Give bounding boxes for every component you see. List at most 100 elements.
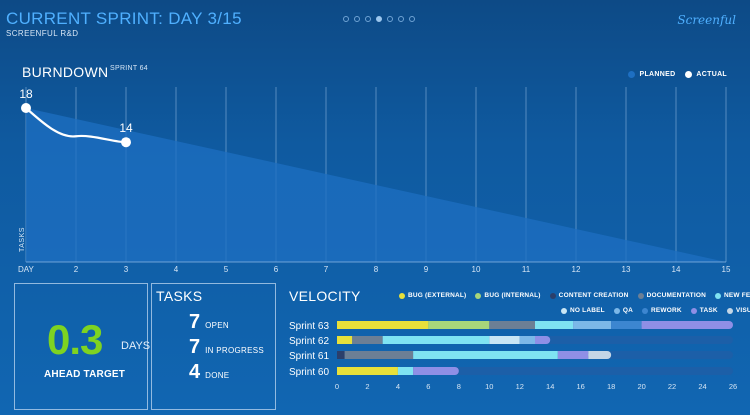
velocity-legend-item[interactable]: REWORK bbox=[641, 307, 682, 314]
velocity-legend-item[interactable]: CONTENT CREATION bbox=[549, 292, 629, 299]
legend-actual[interactable]: ACTUAL bbox=[685, 71, 727, 78]
tasks-panel bbox=[151, 283, 276, 410]
velocity-legend-item[interactable]: QA bbox=[613, 307, 633, 314]
x-tick-label: 12 bbox=[572, 265, 581, 274]
category-label: Sprint 62 bbox=[289, 336, 329, 347]
x-tick-label: 5 bbox=[224, 265, 229, 274]
legend-label: BUG (INTERNAL) bbox=[484, 292, 541, 299]
bar-segment bbox=[428, 321, 490, 329]
velocity-legend-item[interactable]: TASK bbox=[690, 307, 718, 314]
legend-label: BUG (EXTERNAL) bbox=[408, 292, 467, 299]
page-title: CURRENT SPRINT: DAY 3/15 bbox=[6, 9, 242, 28]
bar-segment bbox=[611, 321, 642, 329]
velocity-legend-item[interactable]: BUG (INTERNAL) bbox=[475, 292, 540, 299]
bar-segment bbox=[535, 336, 551, 344]
x-tick-label: 2 bbox=[74, 265, 79, 274]
task-row-in-progress: 7 IN PROGRESS bbox=[189, 336, 264, 359]
bar-segment bbox=[413, 351, 558, 359]
pager-dot-icon[interactable] bbox=[387, 16, 393, 22]
legend-label: DOCUMENTATION bbox=[646, 292, 706, 299]
bar-track bbox=[337, 336, 733, 344]
legend-label: QA bbox=[622, 307, 633, 314]
category-label: Sprint 60 bbox=[289, 367, 329, 378]
bar-segment bbox=[382, 336, 490, 344]
velocity-legend-item[interactable]: VISUAL bbox=[726, 307, 750, 314]
task-label: DONE bbox=[205, 371, 230, 380]
ahead-value: 0.3 bbox=[47, 316, 103, 363]
ahead-label: AHEAD TARGET bbox=[44, 369, 126, 380]
x-tick-label: 4 bbox=[174, 265, 179, 274]
velocity-title: VELOCITY bbox=[289, 288, 361, 304]
x-tick-label: 22 bbox=[668, 382, 676, 391]
bar-segment bbox=[397, 367, 414, 375]
bar-segment bbox=[337, 321, 429, 329]
legend-label: ACTUAL bbox=[696, 71, 727, 78]
actual-point bbox=[121, 137, 131, 148]
x-tick-label: 15 bbox=[722, 265, 731, 274]
x-tick-label: 10 bbox=[485, 382, 493, 391]
legend-label: NO LABEL bbox=[570, 307, 605, 314]
tasks-title: TASKS bbox=[156, 288, 203, 304]
x-tick-label: 10 bbox=[472, 265, 481, 274]
task-row-open: 7 OPEN bbox=[189, 311, 229, 334]
legend-label: CONTENT CREATION bbox=[558, 292, 629, 299]
velocity-legend-item[interactable]: NEW FEATURE bbox=[714, 292, 750, 299]
velocity-legend-item[interactable]: NO LABEL bbox=[561, 307, 605, 314]
bar-segment bbox=[489, 321, 535, 329]
x-tick-label: 26 bbox=[729, 382, 737, 391]
velocity-legend-item[interactable]: DOCUMENTATION bbox=[637, 292, 706, 299]
task-label: IN PROGRESS bbox=[205, 346, 264, 355]
x-tick-label: 2 bbox=[365, 382, 369, 391]
x-tick-label: 14 bbox=[672, 265, 681, 274]
ahead-unit: DAYS bbox=[121, 340, 151, 352]
pager-dot-icon[interactable] bbox=[365, 16, 371, 22]
pager-dot-icon[interactable] bbox=[343, 16, 349, 22]
x-tick-label: 24 bbox=[698, 382, 706, 391]
bar-segment bbox=[641, 321, 729, 329]
pager-dot-icon[interactable] bbox=[398, 16, 404, 22]
bar-segment bbox=[573, 321, 612, 329]
bar-segment bbox=[588, 351, 608, 359]
task-row-done: 4 DONE bbox=[189, 361, 229, 384]
pager-dot-icon[interactable] bbox=[409, 16, 415, 22]
legend-dot-icon bbox=[726, 307, 733, 314]
legend-dot-icon bbox=[714, 292, 721, 299]
team-name: SCREENFUL R&D bbox=[6, 29, 79, 38]
y-axis-label: TASKS bbox=[19, 227, 26, 252]
velocity-legend-row-2: NO LABEL QA REWORK TASK VISUAL bbox=[561, 307, 750, 314]
legend-label: TASK bbox=[699, 307, 718, 314]
task-count: 7 bbox=[189, 336, 201, 358]
pager-dot-icon[interactable] bbox=[376, 16, 382, 22]
legend-dot-icon bbox=[628, 71, 636, 78]
x-tick-label: 6 bbox=[274, 265, 279, 274]
x-tick-label: 20 bbox=[637, 382, 645, 391]
legend-planned[interactable]: PLANNED bbox=[628, 71, 675, 78]
ahead-panel bbox=[14, 283, 148, 410]
x-tick-label: 8 bbox=[457, 382, 461, 391]
bar-segment bbox=[413, 367, 455, 375]
bar-segment bbox=[413, 367, 459, 375]
bar-segment bbox=[337, 367, 398, 375]
bar-segment bbox=[489, 336, 520, 344]
brand-logo: Screenful bbox=[677, 13, 736, 27]
bar-segment bbox=[641, 321, 733, 329]
bar-segment bbox=[344, 351, 414, 359]
burndown-title: BURNDOWN bbox=[22, 64, 109, 80]
bar-track bbox=[337, 367, 733, 375]
data-label: 18 bbox=[19, 87, 33, 101]
velocity-legend-item[interactable]: BUG (EXTERNAL) bbox=[399, 292, 466, 299]
bar-segment bbox=[519, 336, 535, 344]
slide-pager[interactable] bbox=[343, 16, 415, 22]
planned-area bbox=[26, 108, 726, 262]
bar-segment bbox=[352, 336, 383, 344]
pager-dot-icon[interactable] bbox=[354, 16, 360, 22]
x-tick-label: DAY bbox=[18, 265, 35, 274]
x-tick-label: 7 bbox=[324, 265, 329, 274]
x-tick-label: 18 bbox=[607, 382, 615, 391]
bar-track bbox=[337, 321, 733, 329]
legend-label: VISUAL bbox=[735, 307, 750, 314]
legend-dot-icon bbox=[613, 307, 620, 314]
category-label: Sprint 61 bbox=[289, 351, 329, 362]
bar-segment bbox=[337, 351, 345, 359]
velocity-legend-row-1: BUG (EXTERNAL) BUG (INTERNAL) CONTENT CREA… bbox=[399, 292, 750, 299]
